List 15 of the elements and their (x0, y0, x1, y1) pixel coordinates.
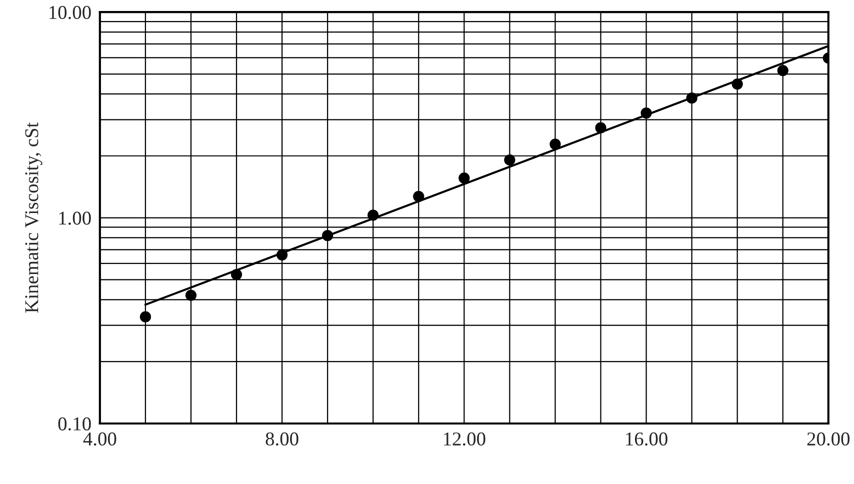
point (185, 290, 197, 301)
y-tick-label: 0.10 (58, 417, 91, 431)
x-tick-label: 16.00 (626, 432, 668, 446)
y-tick-label: 10.00 (50, 6, 91, 20)
y-axis-title: Kinematic Viscosity, cSt (25, 122, 42, 313)
x-tick-label: 20.00 (807, 432, 850, 446)
point (140, 311, 152, 322)
x-tick-label: 8.00 (266, 432, 298, 446)
point (777, 64, 788, 76)
point (458, 172, 470, 184)
y-tick-label: 1.00 (59, 212, 91, 225)
x-tick-label: 12.00 (444, 432, 486, 446)
point (504, 154, 516, 166)
point (550, 138, 561, 150)
x-tick-label: 4.00 (83, 432, 116, 446)
